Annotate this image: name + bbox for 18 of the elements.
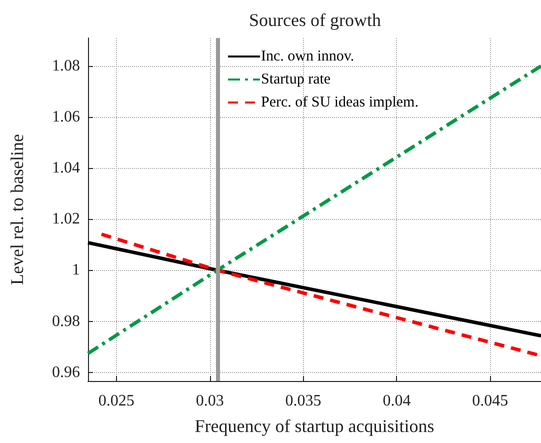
legend-label: Startup rate <box>261 72 331 88</box>
y-tick-label: 1.04 <box>52 160 80 177</box>
y-tick-label: 0.96 <box>52 364 80 381</box>
y-tick-label: 1.06 <box>52 108 80 126</box>
legend-label: Inc. own innov. <box>261 48 354 64</box>
legend-label: Perc. of SU ideas implem. <box>261 94 418 110</box>
y-tick-label: 1 <box>72 262 80 279</box>
x-axis-title: Frequency of startup acquisitions <box>194 416 434 436</box>
y-axis-title: Level rel. to baseline <box>7 134 27 285</box>
chart-title: Sources of growth <box>249 10 381 30</box>
x-tick-label: 0.045 <box>472 392 508 410</box>
x-tick-label: 0.025 <box>98 392 134 410</box>
x-tick-label: 0.03 <box>196 392 224 410</box>
y-tick-label: 1.02 <box>52 210 80 228</box>
y-tick-label: 0.98 <box>52 312 80 330</box>
x-tick-label: 0.035 <box>285 392 322 410</box>
x-tick-label: 0.04 <box>382 392 411 410</box>
y-tick-label: 1.08 <box>52 58 80 75</box>
